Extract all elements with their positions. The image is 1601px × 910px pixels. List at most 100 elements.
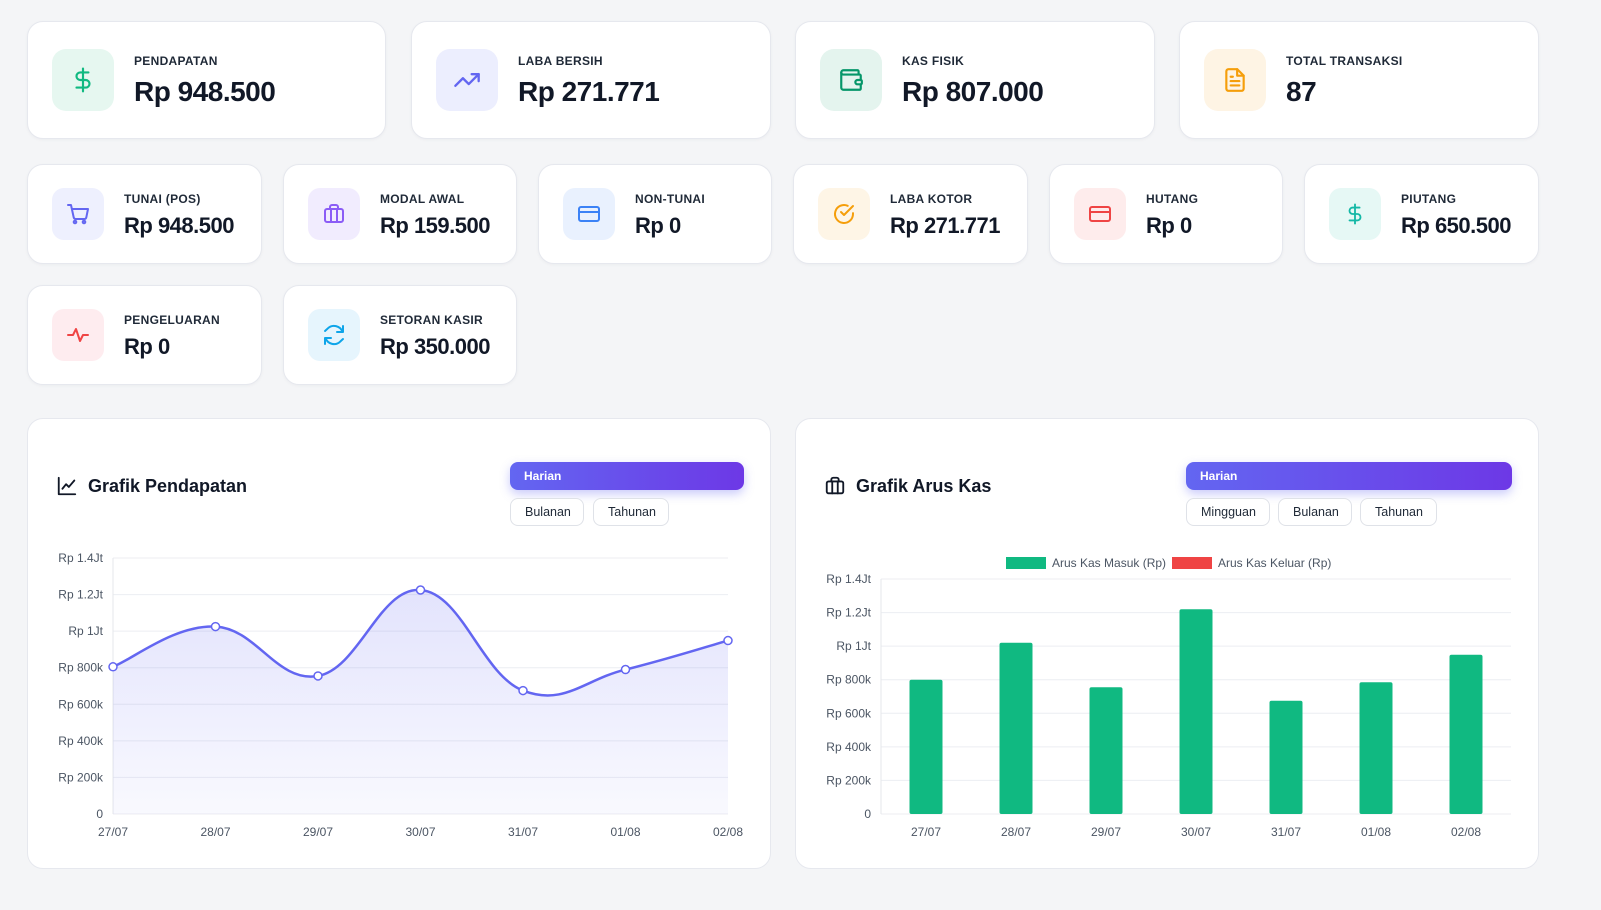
- x-tick-label: 30/07: [405, 825, 435, 839]
- dollar-icon: [1329, 188, 1381, 240]
- stat-card-kas-fisik: KAS FISIK Rp 807.000: [795, 21, 1155, 139]
- stat-label: SETORAN KASIR: [380, 313, 484, 327]
- y-tick-label: Rp 200k: [58, 770, 104, 784]
- tab-mingguan[interactable]: Mingguan: [1186, 498, 1270, 526]
- stat-value: Rp 0: [1146, 213, 1192, 238]
- dollar-icon: [52, 49, 114, 111]
- stat-card-piutang: PIUTANG Rp 650.500: [1304, 164, 1539, 264]
- data-point: [620, 664, 631, 675]
- check-circle-icon: [818, 188, 870, 240]
- chart-title-text: Grafik Arus Kas: [856, 475, 992, 496]
- data-point: [313, 671, 323, 681]
- series-area: [113, 589, 728, 814]
- document-icon: [1204, 49, 1266, 111]
- x-tick-label: 28/07: [1001, 825, 1031, 839]
- data-point: [415, 585, 426, 595]
- chart-title: Grafik Pendapatan: [56, 475, 247, 497]
- tab-harian[interactable]: Harian: [510, 462, 744, 490]
- stat-label: PENDAPATAN: [134, 54, 218, 68]
- stat-label: LABA BERSIH: [518, 54, 603, 68]
- wallet-icon: [820, 49, 882, 111]
- stat-card-hutang: HUTANG Rp 0: [1049, 164, 1283, 264]
- stat-card-pengeluaran: PENGELUARAN Rp 0: [27, 285, 262, 385]
- cart-icon: [52, 188, 104, 240]
- stat-card-total-transaksi: TOTAL TRANSAKSI 87: [1179, 21, 1539, 139]
- stat-value: Rp 948.500: [124, 213, 234, 238]
- bar-arus-kas-masuk: [999, 642, 1033, 814]
- activity-icon: [52, 309, 104, 361]
- stat-label: PIUTANG: [1401, 192, 1457, 206]
- stat-label: PENGELUARAN: [124, 313, 220, 327]
- y-tick-label: Rp 1.4Jt: [58, 551, 103, 565]
- stat-value: Rp 271.771: [890, 213, 1000, 238]
- tab-bulanan[interactable]: Bulanan: [1278, 498, 1352, 526]
- bar-arus-kas-masuk: [1179, 609, 1213, 814]
- x-tick-label: 01/08: [1361, 825, 1391, 839]
- stat-card-pendapatan: PENDAPATAN Rp 948.500: [27, 21, 386, 139]
- stat-value: Rp 350.000: [380, 334, 490, 359]
- stat-value: Rp 0: [124, 334, 170, 359]
- bar-arus-kas-masuk: [1449, 654, 1483, 814]
- data-point: [723, 635, 733, 646]
- x-tick-label: 29/07: [303, 825, 333, 839]
- stat-label: TUNAI (POS): [124, 192, 201, 206]
- y-tick-label: Rp 400k: [58, 734, 104, 748]
- x-tick-label: 01/08: [610, 825, 640, 839]
- legend-label: Arus Kas Keluar (Rp): [1218, 556, 1331, 570]
- stat-value: Rp 948.500: [134, 76, 276, 107]
- x-tick-label: 27/07: [98, 825, 128, 839]
- x-tick-label: 02/08: [1451, 825, 1481, 839]
- revenue-line-chart: 0 Rp 200k Rp 400k Rp 600k Rp 800k Rp 1Jt Rp 1.…: [58, 551, 743, 839]
- cashflow-bar-chart: 0 Rp 200k Rp 400k Rp 600k Rp 800k Rp 1Jt Rp 1.…: [826, 556, 1511, 839]
- card-icon: [1074, 188, 1126, 240]
- chart-card-pendapatan: Grafik Pendapatan Harian Bulanan Tahunan…: [27, 418, 771, 869]
- tab-harian[interactable]: Harian: [1186, 462, 1512, 490]
- x-tick-label: 29/07: [1091, 825, 1121, 839]
- stat-value: Rp 159.500: [380, 213, 490, 238]
- card-icon: [563, 188, 615, 240]
- y-tick-label: Rp 600k: [826, 706, 872, 720]
- tab-tahunan[interactable]: Tahunan: [1360, 498, 1437, 526]
- y-tick-label: Rp 800k: [826, 673, 872, 687]
- y-tick-label: Rp 1.4Jt: [826, 572, 871, 586]
- stat-label: MODAL AWAL: [380, 192, 465, 206]
- tab-bulanan[interactable]: Bulanan: [510, 498, 584, 526]
- bar-arus-kas-masuk: [1269, 700, 1303, 814]
- x-tick-label: 31/07: [1271, 825, 1301, 839]
- stat-value: Rp 0: [635, 213, 681, 238]
- line-chart-icon: [57, 476, 77, 496]
- y-tick-label: Rp 1.2Jt: [58, 588, 103, 602]
- y-tick-label: Rp 200k: [826, 773, 872, 787]
- y-tick-label: Rp 400k: [826, 740, 872, 754]
- y-tick-label: Rp 1Jt: [68, 624, 103, 638]
- chart-card-arus-kas: Grafik Arus Kas Harian Mingguan Bulanan …: [795, 418, 1539, 869]
- stat-value: 87: [1286, 76, 1317, 107]
- data-point: [210, 621, 221, 632]
- stat-label: TOTAL TRANSAKSI: [1286, 54, 1403, 68]
- legend-label: Arus Kas Masuk (Rp): [1052, 556, 1166, 570]
- bar-arus-kas-masuk: [909, 679, 943, 814]
- stat-card-laba-bersih: LABA BERSIH Rp 271.771: [411, 21, 771, 139]
- chart-title-text: Grafik Pendapatan: [88, 475, 248, 496]
- y-tick-label: Rp 600k: [58, 697, 104, 711]
- y-tick-label: 0: [96, 807, 103, 821]
- stat-card-setoran-kasir: SETORAN KASIR Rp 350.000: [283, 285, 517, 385]
- x-tick-label: 02/08: [713, 825, 743, 839]
- legend-swatch: [1172, 557, 1212, 569]
- briefcase-icon: [308, 188, 360, 240]
- stat-label: LABA KOTOR: [890, 192, 973, 206]
- stat-value: Rp 807.000: [902, 76, 1044, 107]
- stat-card-modal-awal: MODAL AWAL Rp 159.500: [283, 164, 517, 264]
- stat-value: Rp 271.771: [518, 76, 660, 107]
- stat-value: Rp 650.500: [1401, 213, 1511, 238]
- trending-up-icon: [436, 49, 498, 111]
- x-tick-label: 31/07: [508, 825, 538, 839]
- data-point: [518, 685, 528, 696]
- data-point: [108, 662, 118, 672]
- y-tick-label: Rp 800k: [58, 661, 104, 675]
- x-tick-label: 30/07: [1181, 825, 1211, 839]
- x-tick-label: 28/07: [200, 825, 230, 839]
- tab-tahunan[interactable]: Tahunan: [593, 498, 669, 526]
- stat-label: KAS FISIK: [902, 54, 965, 68]
- y-tick-label: Rp 1.2Jt: [826, 606, 871, 620]
